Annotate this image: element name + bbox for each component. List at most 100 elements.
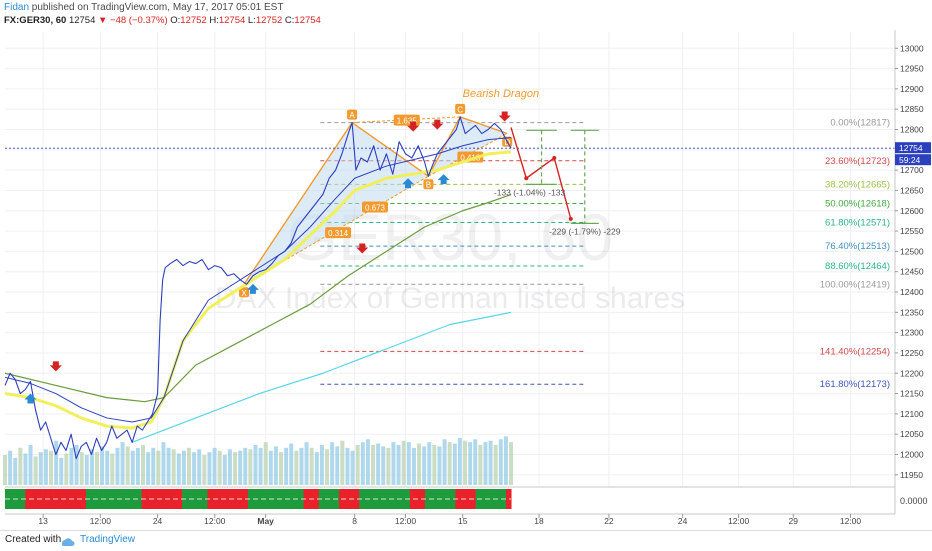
projection-label: -133 (-1.04%) -133	[494, 187, 566, 197]
volume-bar	[365, 439, 370, 485]
volume-bar	[161, 442, 166, 485]
indicator-value: 0.0000	[900, 496, 928, 506]
high-label: H:	[209, 15, 219, 26]
y-tick-label: 12600	[900, 206, 924, 216]
indicator-bar	[96, 489, 102, 509]
tradingview-brand[interactable]: TradingView	[80, 534, 136, 545]
volume-bar	[166, 447, 171, 485]
x-tick-label: 13	[38, 516, 48, 526]
indicator-bar	[80, 489, 87, 509]
volume-bar	[509, 442, 514, 485]
volume-bar	[217, 450, 222, 485]
last-price: 12754	[68, 15, 96, 26]
volume-bar	[386, 447, 391, 485]
fib-label: 23.60%(12723)	[825, 156, 890, 167]
fib-label: 38.20%(12665)	[825, 179, 890, 190]
indicator-bar	[455, 489, 461, 509]
indicator-bar	[359, 489, 365, 509]
ema-green-line	[4, 193, 512, 403]
pattern-point-label: X	[241, 289, 247, 298]
volume-bar	[304, 442, 309, 485]
projection-point	[568, 216, 573, 221]
volume-bar	[84, 455, 89, 485]
indicator-bar	[273, 489, 279, 509]
volume-bar	[238, 450, 243, 485]
y-tick-label: 12950	[900, 64, 924, 74]
volume-bar	[503, 436, 508, 485]
volume-bar	[309, 447, 314, 485]
volume-bar	[468, 442, 473, 485]
open-label: O:	[170, 15, 181, 26]
volume-bar	[268, 450, 273, 485]
volume-bar	[299, 447, 304, 485]
x-tick-label: 12:00	[728, 516, 750, 526]
indicator-bar	[111, 489, 117, 509]
y-tick-label: 12550	[900, 226, 924, 236]
volume-bar	[355, 445, 360, 485]
volume-bar	[233, 452, 238, 485]
indicator-bar	[121, 489, 127, 509]
x-tick-label: 8	[352, 516, 357, 526]
indicator-bar	[344, 489, 350, 509]
x-tick-label: 18	[534, 516, 544, 526]
indicator-panel: 0.0000	[5, 486, 928, 509]
ratio-box	[457, 151, 484, 163]
pattern-point-box	[423, 179, 434, 190]
created-with-label: Created with	[5, 534, 62, 545]
y-tick-label: 12150	[900, 389, 924, 399]
volume-bar	[248, 449, 253, 485]
indicator-bar	[136, 489, 143, 509]
ratio-box	[361, 201, 388, 213]
volume-bar	[442, 439, 447, 485]
volume-bar	[417, 443, 422, 485]
indicator-bar	[399, 489, 406, 509]
pattern-point-box	[455, 103, 466, 114]
fib-label: 0.00%(12817)	[830, 118, 890, 129]
volume-bar	[493, 445, 498, 485]
indicator-bar	[440, 489, 446, 509]
fib-label: 100.00%(12419)	[820, 279, 890, 290]
x-tick-label: 22	[604, 516, 614, 526]
volume-bar	[64, 453, 69, 485]
volume-bar	[335, 446, 340, 485]
fib-label: 61.80%(12571)	[825, 218, 890, 229]
indicator-bar	[247, 489, 254, 509]
x-tick-label: 12:00	[840, 516, 862, 526]
indicator-bar	[369, 489, 375, 509]
volume-bar	[463, 440, 468, 485]
close-value: 12754	[294, 15, 321, 26]
volume-bar	[100, 446, 105, 485]
close-label: C:	[284, 15, 295, 26]
price-line	[4, 116, 512, 460]
low-value: 12752	[255, 15, 283, 26]
volume-bar	[95, 452, 100, 485]
symbol-label[interactable]: FX:GER30, 60	[4, 15, 67, 26]
y-tick-label: 12000	[900, 450, 924, 460]
indicator-bar	[217, 489, 224, 509]
x-tick-label: 29	[789, 516, 799, 526]
volume-bar	[125, 446, 130, 485]
volume-bar	[222, 455, 227, 485]
fib-label: 141.40%(12254)	[820, 346, 890, 357]
volume-bar	[447, 442, 452, 485]
volume-bars	[3, 436, 514, 485]
volume-bar	[483, 442, 488, 485]
buy-arrow-icon	[402, 178, 415, 189]
buy-arrow-icon	[24, 393, 37, 404]
volume-bar	[284, 447, 289, 485]
volume-bar	[340, 440, 345, 485]
publish-line: Fidan published on TradingView.com, May …	[4, 2, 283, 13]
volume-bar	[396, 445, 401, 485]
sell-arrow-icon	[498, 111, 511, 122]
volume-bar	[376, 443, 381, 485]
volume-bar	[18, 447, 23, 485]
indicator-bar	[465, 489, 472, 509]
open-value: 12752	[180, 15, 207, 26]
indicator-bar	[177, 489, 183, 509]
indicator-bar	[258, 489, 264, 509]
ema-blue-line	[4, 137, 512, 423]
pattern-point-label: B	[426, 181, 431, 190]
x-tick-label: 12:00	[395, 516, 417, 526]
price-chart[interactable]: GER30, 60 DAX Index of German listed sha…	[0, 0, 932, 530]
author-link[interactable]: Fidan	[4, 2, 30, 13]
